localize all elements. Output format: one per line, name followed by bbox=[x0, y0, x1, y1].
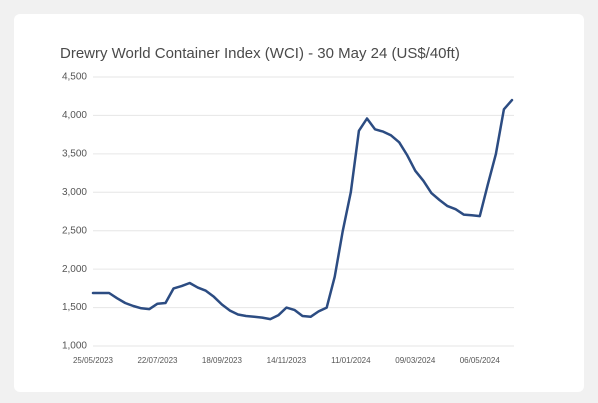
y-tick-label: 1,500 bbox=[62, 302, 87, 313]
y-tick-label: 4,000 bbox=[62, 110, 87, 121]
x-tick-label: 25/05/2023 bbox=[73, 356, 114, 365]
y-tick-label: 4,500 bbox=[62, 72, 87, 83]
chart-title: Drewry World Container Index (WCI) - 30 … bbox=[60, 45, 460, 62]
x-tick-label: 22/07/2023 bbox=[137, 356, 178, 365]
y-tick-label: 3,000 bbox=[62, 187, 87, 198]
x-tick-label: 18/09/2023 bbox=[202, 356, 243, 365]
y-tick-label: 2,500 bbox=[62, 225, 87, 236]
y-tick-label: 2,000 bbox=[62, 264, 87, 275]
x-tick-label: 09/03/2024 bbox=[395, 356, 436, 365]
x-tick-label: 11/01/2024 bbox=[331, 356, 371, 365]
x-tick-label: 14/11/2023 bbox=[267, 356, 307, 365]
x-tick-label: 06/05/2024 bbox=[460, 356, 501, 365]
card bbox=[14, 14, 584, 392]
y-tick-label: 3,500 bbox=[62, 148, 87, 159]
line bbox=[91, 98, 514, 321]
y-tick-label: 1,000 bbox=[62, 341, 87, 352]
